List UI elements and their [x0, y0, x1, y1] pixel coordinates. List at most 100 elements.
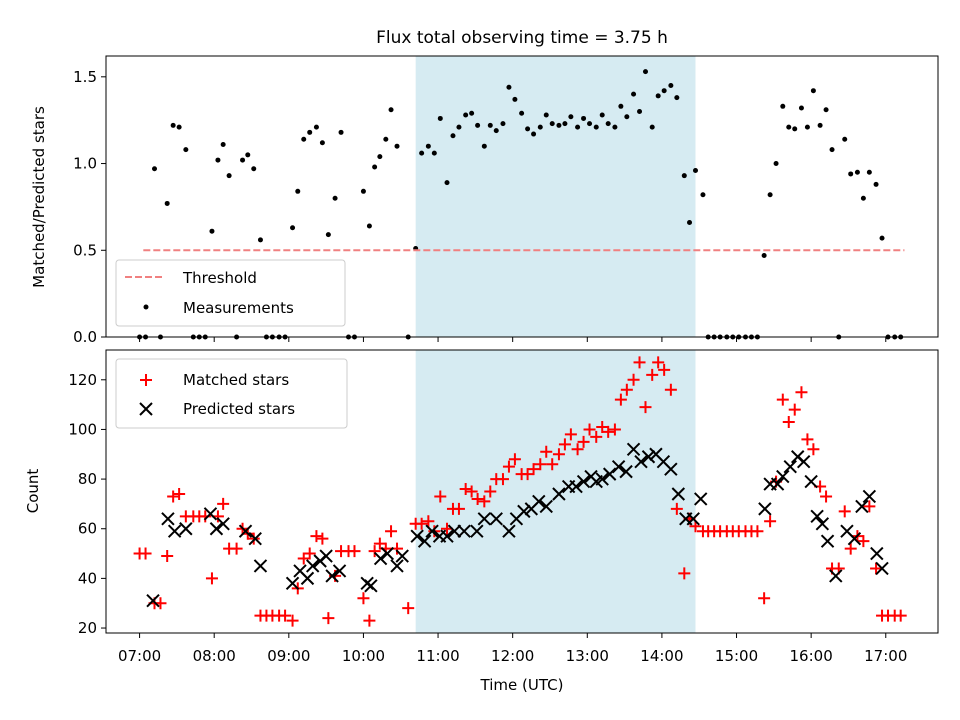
x-tick-label: 17:00 [864, 647, 907, 665]
predicted-star-point [686, 512, 700, 526]
matched-star-point [484, 485, 497, 498]
measurement-point [290, 225, 296, 231]
measurement-point [481, 143, 487, 149]
measurement-point [537, 124, 543, 130]
matched-star-point [217, 497, 230, 510]
matched-star-point [368, 545, 381, 558]
predicted-star-point [209, 522, 224, 536]
measurement-point [431, 150, 437, 156]
matched-star-point [844, 542, 857, 555]
predicted-star-point [253, 559, 268, 573]
matched-star-point [402, 602, 415, 615]
matched-star-point [303, 547, 316, 560]
predicted-star-point [470, 524, 484, 538]
measurement-point [549, 121, 555, 127]
measurement-point [848, 171, 854, 177]
matched-star-point [590, 430, 603, 443]
predicted-star-point [440, 529, 454, 543]
matched-star-point [167, 490, 180, 503]
bottom-x-ticks: 07:00 08:00 09:00 10:00 11:00 12:00 13:00 14:00… [118, 633, 907, 665]
measurement-point [637, 109, 643, 115]
legend-measurement-swatch [143, 304, 149, 310]
measurement-point [668, 82, 674, 88]
predicted-star-point [671, 487, 686, 501]
predicted-star-point [634, 455, 648, 469]
measurement-point [493, 128, 499, 134]
measurement-point [525, 126, 531, 132]
matched-star-point [795, 386, 808, 399]
measurement-point [581, 115, 587, 121]
matched-star-point [363, 614, 376, 627]
matched-star-point [870, 562, 883, 575]
predicted-star-point [641, 450, 656, 464]
predicted-star-point [611, 459, 626, 474]
matched-star-point [316, 532, 329, 545]
measurement-point [854, 169, 860, 175]
matched-star-point [348, 545, 361, 558]
measurement-point [568, 114, 574, 120]
measurement-point [164, 200, 170, 206]
measurement-point [792, 126, 798, 132]
matched-star-point [279, 609, 292, 622]
matched-star-point [894, 609, 907, 622]
bottom-y-tick-label: 80 [78, 470, 97, 488]
measurement-point [419, 150, 425, 156]
measurement-point [873, 181, 879, 187]
predicted-star-point [875, 561, 889, 576]
count-panel: 20 40 60 80 100 120 07:00 08:00 09:00 10:00 11:00… [24, 349, 939, 694]
measurement-point [338, 129, 344, 135]
x-tick-label: 13:00 [566, 647, 609, 665]
measurement-point [866, 169, 872, 175]
matched-star-point [577, 435, 590, 448]
predicted-star-point [238, 524, 253, 538]
legend-predicted-swatch [139, 402, 153, 416]
measurement-point [631, 91, 637, 97]
matched-star-point [471, 492, 484, 505]
measurement-point [332, 195, 338, 201]
predicted-star-point [457, 524, 471, 538]
matched-star-point [415, 517, 428, 530]
predicted-star-point [161, 512, 175, 526]
matched-star-point [838, 505, 851, 518]
predicted-star-point [146, 594, 160, 608]
predicted-star-point [552, 487, 566, 501]
predicted-star-point [829, 569, 843, 583]
predicted-star-point [810, 509, 824, 524]
x-tick-label: 10:00 [342, 647, 385, 665]
matched-star-point [602, 425, 615, 438]
measurement-point [810, 88, 816, 94]
predicted-star-point [539, 499, 553, 514]
predicted-star-point [595, 472, 609, 486]
matched-star-point [620, 383, 633, 396]
x-tick-label: 08:00 [193, 647, 236, 665]
matched-star-point [502, 460, 515, 473]
matched-star-point [857, 535, 870, 548]
bottom-y-axis-label: Count [24, 469, 42, 514]
measurement-point [176, 124, 182, 130]
measurement-point [377, 154, 383, 160]
measurement-point [500, 121, 506, 127]
predicted-star-point [332, 564, 347, 578]
bottom-y-ticks: 20 40 60 80 100 120 [68, 371, 106, 637]
bottom-axes-frame [105, 349, 939, 634]
bottom-y-tick-label: 100 [68, 420, 97, 438]
measurement-point [487, 122, 493, 128]
measurement-point [360, 188, 366, 194]
matched-star-point [627, 373, 640, 386]
top-x-ticks [139, 337, 887, 342]
predicted-star-point [395, 549, 409, 563]
predicted-star-point [694, 492, 708, 506]
predicted-star-point [569, 479, 583, 494]
predicted-star-point [776, 469, 790, 484]
matched-star-point [558, 438, 571, 451]
matched-star-point [670, 502, 683, 515]
matched-star-point [758, 592, 771, 605]
measurement-point [599, 112, 605, 118]
matched-star-point [658, 363, 671, 376]
matched-star-point [564, 428, 577, 441]
predicted-star-point [796, 455, 811, 469]
predicted-star-point [305, 559, 320, 573]
measurement-point [817, 122, 823, 128]
measurement-point [804, 124, 810, 130]
measurement-point [575, 124, 581, 130]
